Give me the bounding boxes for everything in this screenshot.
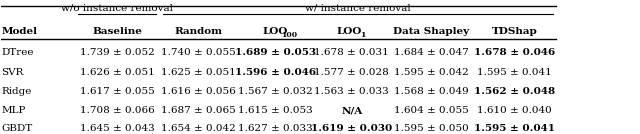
Text: 1.687 ± 0.065: 1.687 ± 0.065 [161,106,236,115]
Text: 1.615 ± 0.053: 1.615 ± 0.053 [238,106,313,115]
Text: 1.708 ± 0.066: 1.708 ± 0.066 [79,106,154,115]
Text: 1.740 ± 0.055: 1.740 ± 0.055 [161,48,236,57]
Text: 1.678 ± 0.046: 1.678 ± 0.046 [474,48,555,57]
Text: 1.689 ± 0.053: 1.689 ± 0.053 [235,48,316,57]
Text: Random: Random [174,27,222,36]
Text: 1.563 ± 0.033: 1.563 ± 0.033 [314,87,389,96]
Text: MLP: MLP [1,106,26,115]
Text: 1.678 ± 0.031: 1.678 ± 0.031 [314,48,389,57]
Text: 1.595 ± 0.042: 1.595 ± 0.042 [394,68,469,77]
Text: 1.616 ± 0.056: 1.616 ± 0.056 [161,87,236,96]
Text: 1.596 ± 0.046: 1.596 ± 0.046 [235,68,316,77]
Text: LOO: LOO [262,27,288,36]
Text: 1.626 ± 0.051: 1.626 ± 0.051 [79,68,154,77]
Text: 1.604 ± 0.055: 1.604 ± 0.055 [394,106,469,115]
Text: TDShap: TDShap [492,27,537,36]
Text: LOO: LOO [336,27,362,36]
Text: Ridge: Ridge [1,87,32,96]
Text: Baseline: Baseline [92,27,142,36]
Text: 1.595 ± 0.041: 1.595 ± 0.041 [477,68,552,77]
Text: 1.610 ± 0.040: 1.610 ± 0.040 [477,106,552,115]
Text: N/A: N/A [341,106,362,115]
Text: 1.619 ± 0.030: 1.619 ± 0.030 [311,124,392,133]
Text: w/o instance removal: w/o instance removal [61,3,173,12]
Text: 1.617 ± 0.055: 1.617 ± 0.055 [79,87,154,96]
Text: Model: Model [1,27,37,36]
Text: 1.684 ± 0.047: 1.684 ± 0.047 [394,48,469,57]
Text: 1.654 ± 0.042: 1.654 ± 0.042 [161,124,236,133]
Text: 1.562 ± 0.048: 1.562 ± 0.048 [474,87,555,96]
Text: 1.595 ± 0.050: 1.595 ± 0.050 [394,124,469,133]
Text: 1.595 ± 0.041: 1.595 ± 0.041 [474,124,555,133]
Text: w/ instance removal: w/ instance removal [305,3,410,12]
Text: 1.739 ± 0.052: 1.739 ± 0.052 [79,48,154,57]
Text: 1.568 ± 0.049: 1.568 ± 0.049 [394,87,469,96]
Text: 1.625 ± 0.051: 1.625 ± 0.051 [161,68,236,77]
Text: DTree: DTree [1,48,34,57]
Text: 1.567 ± 0.032: 1.567 ± 0.032 [238,87,313,96]
Text: SVR: SVR [1,68,24,77]
Text: Data Shapley: Data Shapley [394,27,470,36]
Text: 100: 100 [282,31,298,39]
Text: 1.627 ± 0.033: 1.627 ± 0.033 [238,124,313,133]
Text: GBDT: GBDT [1,124,33,133]
Text: 1: 1 [360,31,365,39]
Text: 1.577 ± 0.028: 1.577 ± 0.028 [314,68,389,77]
Text: 1.645 ± 0.043: 1.645 ± 0.043 [79,124,154,133]
